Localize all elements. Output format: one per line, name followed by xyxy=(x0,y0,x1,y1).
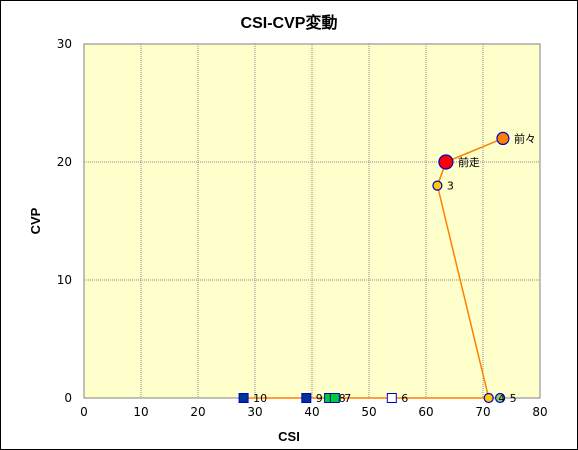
point-label-3: 3 xyxy=(447,180,454,193)
x-tick-label: 30 xyxy=(247,405,262,419)
y-tick-label: 10 xyxy=(57,273,72,287)
x-tick-label: 20 xyxy=(190,405,205,419)
point-label-前々: 前々 xyxy=(514,131,536,145)
point-marker-10 xyxy=(238,393,249,403)
x-tick-label: 70 xyxy=(475,405,490,419)
point-label-8: 8 xyxy=(339,392,346,405)
point-marker-5 xyxy=(495,392,506,404)
point-marker-4 xyxy=(483,392,494,404)
x-tick-label: 0 xyxy=(80,405,88,419)
y-tick-label: 20 xyxy=(57,155,72,169)
y-tick-label: 0 xyxy=(64,391,72,405)
axis-ticks: 0 10 20 30 40 50 60 70 80 0 10 20 30 xyxy=(57,37,548,419)
x-axis-label: CSI xyxy=(278,429,300,444)
point-label-5: 5 xyxy=(510,392,517,405)
x-tick-label: 40 xyxy=(304,405,319,419)
point-label-7: 7 xyxy=(344,392,351,405)
x-tick-label: 10 xyxy=(133,405,148,419)
point-marker-前々 xyxy=(496,131,510,145)
data-points: 10 9 87 6 54 3 前走 前々 xyxy=(238,131,536,405)
point-label-9: 9 xyxy=(316,392,323,405)
point-label-10: 10 xyxy=(253,392,267,405)
x-tick-label: 50 xyxy=(361,405,376,419)
point-marker-3 xyxy=(432,180,443,191)
x-tick-label: 60 xyxy=(418,405,433,419)
point-label-前走: 前走 xyxy=(458,155,480,169)
chart-title: CSI-CVP変動 xyxy=(241,13,338,32)
x-tick-label: 80 xyxy=(532,405,547,419)
point-marker-7 xyxy=(329,393,340,403)
point-marker-前走 xyxy=(438,154,454,170)
point-label-6: 6 xyxy=(401,392,408,405)
point-marker-9 xyxy=(301,393,312,403)
point-label-4: 4 xyxy=(498,392,505,405)
point-marker-6 xyxy=(386,393,397,403)
grid-lines xyxy=(84,44,540,398)
y-axis-label: CVP xyxy=(28,207,43,234)
y-tick-label: 30 xyxy=(57,37,72,51)
